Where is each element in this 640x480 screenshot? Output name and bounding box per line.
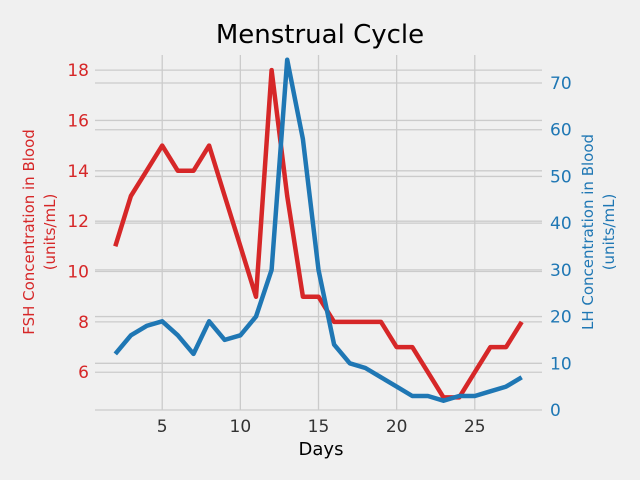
x-tick-label: 10: [230, 417, 252, 437]
x-tick-label: 5: [157, 417, 168, 437]
right-y-tick-label: 40: [550, 214, 572, 234]
right-y-tick-label: 70: [550, 74, 572, 94]
left-axis-label-line1: FSH Concentration in Blood: [20, 129, 38, 335]
left-y-tick-label: 14: [67, 162, 89, 182]
chart-title: Menstrual Cycle: [216, 20, 424, 50]
right-axis-label-line1: LH Concentration in Blood: [579, 134, 597, 330]
left-y-tick-label: 6: [78, 363, 89, 383]
left-y-tick-label: 12: [67, 212, 89, 232]
right-axis-label-line2: (units/mL): [600, 194, 618, 271]
left-y-tick-label: 18: [67, 61, 89, 81]
right-axis-label: LH Concentration in Blood (units/mL): [579, 134, 618, 330]
right-y-tick-label: 20: [550, 308, 572, 328]
right-y-tick-label: 60: [550, 121, 572, 141]
tick-labels: 5 10 15 20 25 6 8 10 12 14 16 18 0 10 20 30 40 50 60 70: [67, 61, 571, 437]
right-y-tick-label: 0: [550, 401, 561, 421]
right-y-tick-label: 10: [550, 354, 572, 374]
right-y-tick-label: 30: [550, 261, 572, 281]
left-y-tick-label: 8: [78, 313, 89, 333]
grid: [95, 55, 542, 411]
x-tick-label: 25: [464, 417, 486, 437]
left-y-tick-label: 10: [67, 263, 89, 283]
x-axis-label: Days: [299, 439, 344, 460]
left-y-tick-label: 16: [67, 111, 89, 131]
left-axis-label-line2: (units/mL): [41, 194, 59, 271]
series-layer: [113, 57, 524, 403]
x-tick-label: 20: [386, 417, 408, 437]
right-y-tick-label: 50: [550, 167, 572, 187]
x-tick-label: 15: [308, 417, 330, 437]
left-axis-label: FSH Concentration in Blood (units/mL): [20, 129, 59, 335]
series-line-lh: [113, 57, 523, 403]
